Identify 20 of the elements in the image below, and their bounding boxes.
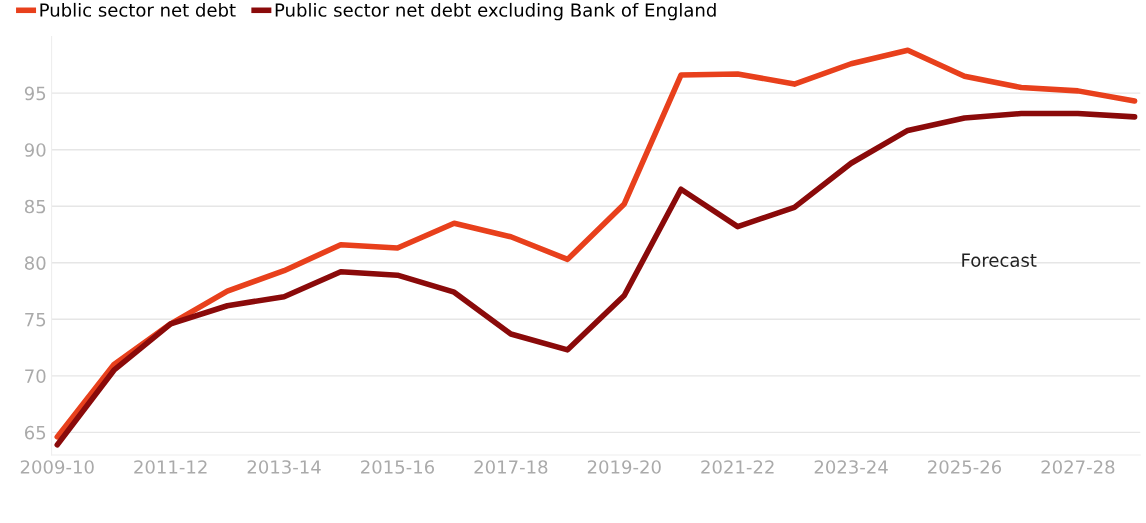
y-tick-label: 70 bbox=[25, 369, 46, 383]
y-tick-label: 65 bbox=[24, 425, 46, 440]
x-tick-label: 2017-18 bbox=[474, 460, 548, 474]
x-tick-label: 2009-10 bbox=[20, 460, 94, 474]
x-tick-label: 2019-20 bbox=[587, 460, 661, 474]
y-tick-label: 80 bbox=[24, 256, 46, 270]
x-tick-label: 2025-26 bbox=[928, 460, 1002, 474]
legend-label: Public sector net debt bbox=[40, 2, 236, 17]
y-tick-label: 75 bbox=[25, 313, 46, 327]
x-tick-label: 2027-28 bbox=[1041, 460, 1115, 474]
legend-label: Public sector net debt excluding Bank of England bbox=[275, 2, 716, 21]
x-tick-label: 2015-16 bbox=[361, 460, 435, 474]
x-tick-label: 2013-14 bbox=[247, 460, 321, 474]
y-tick-label: 90 bbox=[24, 143, 46, 157]
x-tick-label: 2021-22 bbox=[701, 460, 774, 474]
x-tick-label: 2011-12 bbox=[134, 460, 207, 474]
x-tick-label: 2023-24 bbox=[814, 460, 888, 474]
y-tick-label: 95 bbox=[24, 86, 46, 101]
annotation: Forecast bbox=[962, 253, 1037, 267]
y-tick-label: 85 bbox=[24, 199, 46, 214]
